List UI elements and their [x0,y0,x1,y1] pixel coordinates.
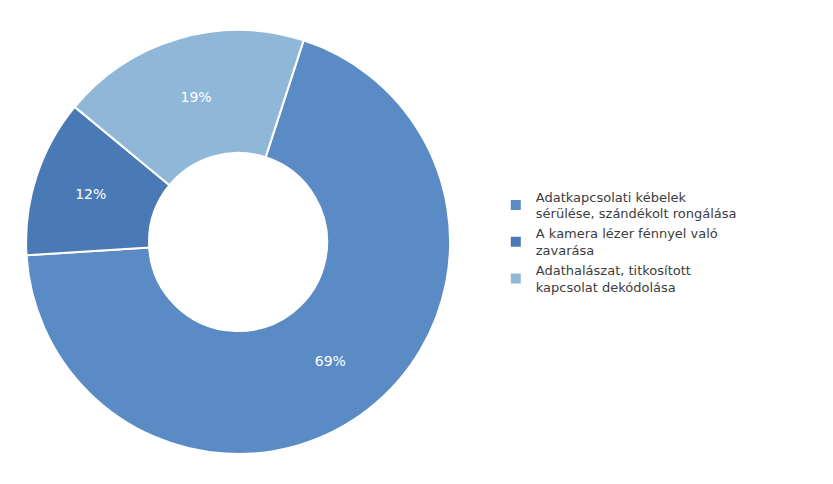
svg-text:Adatkapcsolati kébeleksérülése: Adatkapcsolati kébeleksérülése, szándéko… [536,190,737,222]
svg-text:12%: 12% [75,186,106,202]
svg-text:19%: 19% [181,89,212,105]
svg-text:A kamera lézer fénnyel valózav: A kamera lézer fénnyel valózavarása [536,226,718,258]
svg-text:69%: 69% [315,353,346,369]
svg-text:Adathalászat, titkosítottkapcs: Adathalászat, titkosítottkapcsolat dekód… [536,263,691,295]
